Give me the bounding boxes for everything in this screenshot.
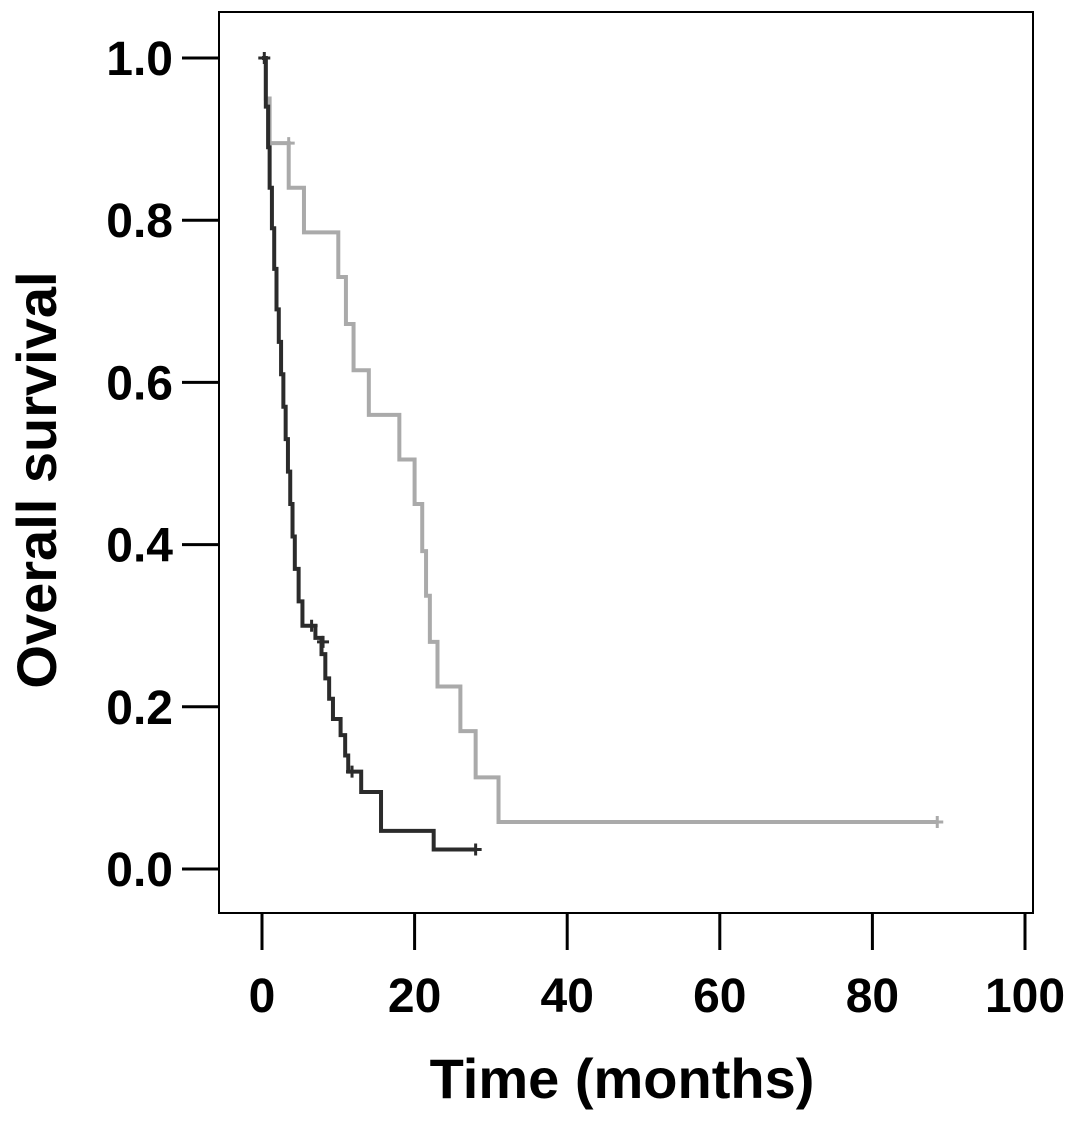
series-1 [258,52,482,856]
x-axis: 0 20 40 60 80 100 [249,913,1065,1023]
x-axis-title: Time (months) [430,1047,815,1110]
censor-mark [469,843,482,856]
plot-frame [218,11,1034,914]
y-tick-label: 0.6 [106,357,173,410]
y-tick-label: 1.0 [106,33,173,86]
y-axis: 0.0 0.2 0.4 0.6 0.8 1.0 [106,33,219,897]
y-axis-title: Overall survival [5,271,68,688]
censor-mark [258,52,271,64]
survival-curve [262,56,476,852]
censor-mark [346,765,359,778]
survival-curve [262,56,938,824]
censor-mark [305,619,318,632]
censor-mark [317,635,330,648]
x-tick-label: 20 [388,970,441,1023]
y-tick-label: 0.2 [106,682,173,735]
x-tick-label: 100 [985,970,1065,1023]
y-tick-label: 0.8 [106,195,173,248]
x-tick-label: 40 [541,970,594,1023]
y-tick-label: 0.0 [106,844,173,897]
series-layer [258,52,944,856]
censor-mark [931,815,944,828]
x-tick-label: 60 [693,970,746,1023]
x-tick-label: 0 [249,970,276,1023]
series-0 [262,56,944,828]
censor-mark [282,137,295,150]
y-tick-label: 0.4 [106,520,173,573]
x-tick-label: 80 [846,970,899,1023]
